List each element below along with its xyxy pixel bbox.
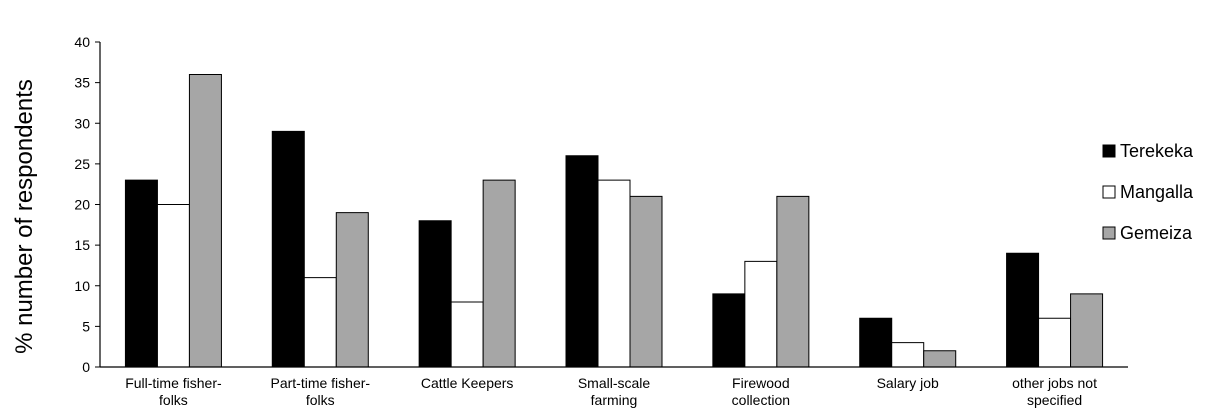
bar-mangalla-3 bbox=[597, 179, 631, 368]
y-axis-title-group: % number of respondents bbox=[11, 79, 38, 354]
bar-terekeka-3 bbox=[565, 155, 599, 368]
bar-terekeka-4 bbox=[712, 293, 746, 368]
x-category-label: specified bbox=[1027, 392, 1082, 408]
bar-gemeiza-1 bbox=[335, 212, 369, 368]
bar-terekeka-0 bbox=[124, 179, 158, 368]
legend-label-gemeiza: Gemeiza bbox=[1120, 223, 1193, 243]
x-category-label: Salary job bbox=[877, 375, 939, 391]
x-category-label: Firewood bbox=[732, 375, 790, 391]
bar-mangalla-5 bbox=[891, 342, 925, 368]
bars-group bbox=[124, 74, 1104, 368]
bar-gemeiza-3 bbox=[629, 195, 663, 368]
x-category-label: folks bbox=[159, 392, 188, 408]
bar-terekeka-5 bbox=[859, 317, 893, 368]
bar-terekeka-2 bbox=[418, 220, 452, 368]
bar-mangalla-6 bbox=[1038, 317, 1072, 368]
bar-mangalla-0 bbox=[156, 204, 190, 368]
y-axis-title: % number of respondents bbox=[11, 79, 38, 354]
legend-swatch-mangalla bbox=[1102, 185, 1116, 199]
bar-mangalla-1 bbox=[303, 277, 337, 368]
y-tick-label: 10 bbox=[74, 278, 90, 294]
y-tick-label: 20 bbox=[74, 197, 90, 213]
axes bbox=[99, 42, 1128, 368]
bar-mangalla-2 bbox=[450, 301, 484, 368]
x-category-label: Part-time fisher- bbox=[270, 375, 370, 391]
x-category-label: collection bbox=[732, 392, 790, 408]
legend-label-terekeka: Terekeka bbox=[1120, 141, 1194, 161]
bar-gemeiza-4 bbox=[776, 195, 810, 368]
y-tick-label: 25 bbox=[74, 156, 90, 172]
y-tick-label: 0 bbox=[82, 359, 90, 375]
y-tick-label: 15 bbox=[74, 237, 90, 253]
y-axis-ticks: 0 5 10 15 20 25 30 35 40 bbox=[74, 34, 100, 375]
x-category-label: farming bbox=[591, 392, 638, 408]
x-category-label: other jobs not bbox=[1012, 375, 1097, 391]
bar-gemeiza-6 bbox=[1070, 293, 1104, 368]
legend-label-mangalla: Mangalla bbox=[1120, 182, 1194, 202]
bar-gemeiza-5 bbox=[923, 350, 957, 368]
x-category-label: Small-scale bbox=[578, 375, 651, 391]
bar-gemeiza-2 bbox=[482, 179, 516, 368]
x-category-label: Full-time fisher- bbox=[125, 375, 222, 391]
x-category-label: folks bbox=[306, 392, 335, 408]
y-tick-label: 5 bbox=[82, 318, 90, 334]
bar-terekeka-1 bbox=[271, 130, 305, 368]
legend-swatch-terekeka bbox=[1102, 144, 1116, 158]
legend-swatch-gemeiza bbox=[1102, 226, 1116, 240]
bar-gemeiza-0 bbox=[188, 74, 222, 368]
bar-terekeka-6 bbox=[1006, 252, 1040, 368]
legend: Terekeka Mangalla Gemeiza bbox=[1102, 141, 1194, 243]
bar-mangalla-4 bbox=[744, 260, 778, 368]
y-tick-label: 35 bbox=[74, 75, 90, 91]
x-category-label: Cattle Keepers bbox=[421, 375, 514, 391]
y-tick-label: 40 bbox=[74, 34, 90, 50]
y-tick-label: 30 bbox=[74, 115, 90, 131]
